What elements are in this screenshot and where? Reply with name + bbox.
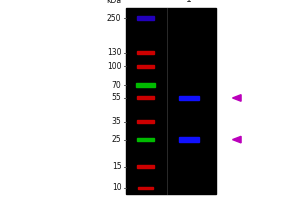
Bar xyxy=(137,120,154,123)
Text: kDa: kDa xyxy=(106,0,122,5)
Polygon shape xyxy=(232,136,241,143)
Text: 10: 10 xyxy=(112,184,122,192)
Bar xyxy=(126,8,216,194)
Bar xyxy=(138,187,153,189)
Text: 15: 15 xyxy=(112,162,122,171)
Text: 55: 55 xyxy=(112,93,122,102)
Text: 1: 1 xyxy=(186,0,192,4)
Text: 35: 35 xyxy=(112,117,122,126)
Bar xyxy=(137,16,154,20)
Bar xyxy=(179,137,199,142)
Bar xyxy=(137,65,154,68)
Bar xyxy=(137,165,154,168)
Text: 100: 100 xyxy=(107,62,122,71)
Text: 25: 25 xyxy=(112,135,122,144)
Polygon shape xyxy=(232,95,241,101)
Bar xyxy=(137,96,154,99)
Text: 130: 130 xyxy=(107,48,122,57)
Bar xyxy=(137,51,154,54)
Text: 250: 250 xyxy=(107,14,122,23)
Text: 70: 70 xyxy=(112,81,122,90)
Bar xyxy=(179,96,199,100)
Bar xyxy=(136,138,154,141)
Bar xyxy=(136,83,155,87)
